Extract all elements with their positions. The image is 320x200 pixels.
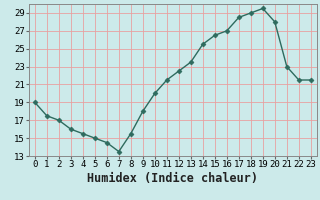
X-axis label: Humidex (Indice chaleur): Humidex (Indice chaleur) xyxy=(87,172,258,185)
